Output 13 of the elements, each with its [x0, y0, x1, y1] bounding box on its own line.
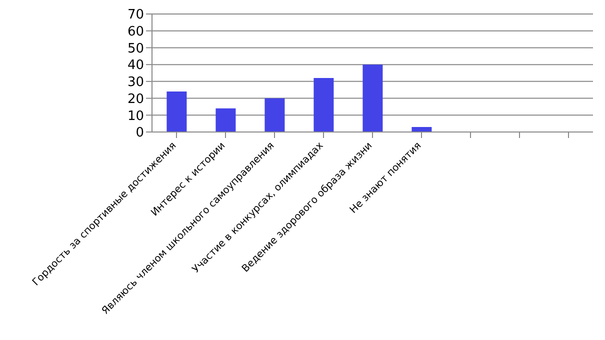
- y-tick-label: 10: [127, 108, 144, 124]
- y-tick-label: 70: [127, 8, 144, 23]
- bar: [216, 108, 236, 132]
- bar: [166, 92, 187, 132]
- y-tick-label: 20: [127, 92, 144, 107]
- y-tick-label: 0: [136, 126, 144, 141]
- bar: [362, 64, 383, 132]
- bar: [264, 98, 285, 132]
- y-tick-label: 40: [127, 58, 144, 74]
- bar: [314, 78, 334, 132]
- y-tick-label: 30: [127, 75, 144, 90]
- y-tick-label: 50: [127, 41, 144, 56]
- y-tick-label: 60: [127, 24, 144, 40]
